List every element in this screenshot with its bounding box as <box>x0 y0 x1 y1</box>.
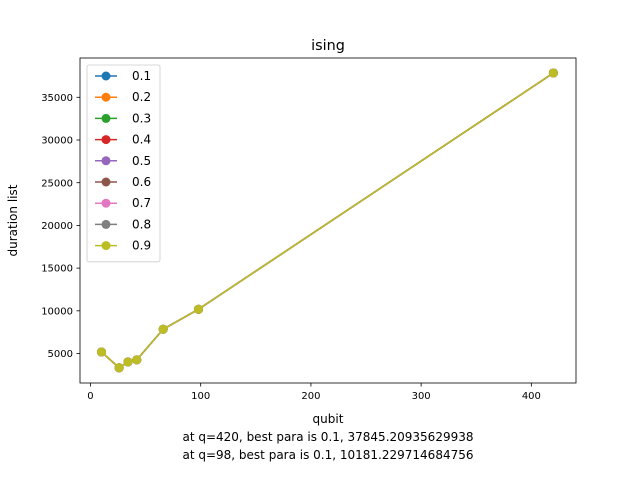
annotation-q98: at q=98, best para is 0.1, 10181.2297146… <box>182 448 473 462</box>
x-tick-label: 300 <box>412 391 431 402</box>
data-point <box>96 347 106 357</box>
x-tick-label: 100 <box>191 391 210 402</box>
y-tick-label: 30000 <box>41 136 73 147</box>
legend-item: 0.6 <box>95 175 151 189</box>
chart-title: ising <box>311 38 345 54</box>
data-point <box>158 324 168 334</box>
legend-item: 0.1 <box>95 69 151 83</box>
legend-label: 0.6 <box>132 175 151 189</box>
legend-label: 0.5 <box>132 154 151 168</box>
y-tick-label: 25000 <box>41 178 73 189</box>
x-tick-label: 200 <box>301 391 320 402</box>
x-axis-ticks: 0 100 200 300 400 <box>87 383 541 402</box>
legend-item: 0.9 <box>95 239 151 253</box>
legend-label: 0.3 <box>132 111 151 125</box>
legend-item: 0.8 <box>95 217 151 231</box>
legend-item: 0.7 <box>95 196 151 210</box>
legend-label: 0.4 <box>132 133 151 147</box>
axes <box>79 57 577 384</box>
data-point <box>114 363 124 373</box>
legend-label: 0.9 <box>132 239 151 253</box>
legend-marker <box>101 92 111 102</box>
annotation-q420: at q=420, best para is 0.1, 37845.209356… <box>182 430 473 444</box>
legend-marker <box>101 177 111 187</box>
legend-marker <box>101 113 111 123</box>
legend-item: 0.2 <box>95 90 151 104</box>
legend-marker <box>101 71 111 81</box>
series-0.9 <box>96 68 558 373</box>
legend-item: 0.5 <box>95 154 151 168</box>
legend-marker <box>101 198 111 208</box>
legend-marker <box>101 156 111 166</box>
legend-marker <box>101 241 111 251</box>
plot-area <box>96 68 558 373</box>
legend-marker <box>101 135 111 145</box>
legend-label: 0.7 <box>132 196 151 210</box>
legend-marker <box>101 219 111 229</box>
y-axis-ticks: 5000 10000 15000 20000 25000 30000 35000 <box>41 93 80 360</box>
y-tick-label: 5000 <box>48 349 73 360</box>
legend-label: 0.2 <box>132 90 151 104</box>
x-axis-label: qubit <box>313 412 344 426</box>
legend-label: 0.8 <box>132 217 151 231</box>
y-tick-label: 15000 <box>41 264 73 275</box>
y-tick-label: 35000 <box>41 93 73 104</box>
legend-label: 0.1 <box>132 69 151 83</box>
y-tick-label: 10000 <box>41 306 73 317</box>
data-point <box>132 355 142 365</box>
y-tick-label: 20000 <box>41 221 73 232</box>
y-axis-label: duration list <box>6 184 20 256</box>
axes-frame <box>79 57 577 384</box>
legend-item: 0.4 <box>95 133 151 147</box>
legend-item: 0.3 <box>95 111 151 125</box>
legend: 0.1 0.2 0.3 0.4 0.5 0.6 0.7 0.8 0.9 <box>86 64 161 263</box>
x-tick-label: 400 <box>522 391 541 402</box>
x-tick-label: 0 <box>87 391 93 402</box>
data-point <box>548 68 558 78</box>
data-point <box>123 357 133 367</box>
data-point <box>193 304 203 314</box>
